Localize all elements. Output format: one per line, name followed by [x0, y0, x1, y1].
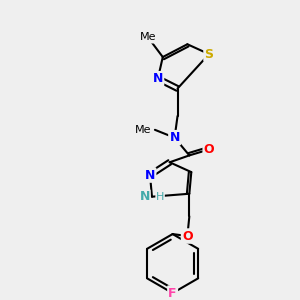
Text: O: O — [182, 230, 193, 242]
Text: N: N — [140, 190, 150, 203]
Text: H: H — [156, 192, 164, 202]
Text: N: N — [145, 169, 155, 182]
Text: S: S — [205, 48, 214, 61]
Text: N: N — [169, 131, 180, 144]
Text: O: O — [204, 143, 214, 156]
Text: F: F — [168, 286, 177, 300]
Text: Me: Me — [134, 125, 151, 135]
Text: Me: Me — [140, 32, 156, 42]
Text: N: N — [153, 72, 163, 85]
